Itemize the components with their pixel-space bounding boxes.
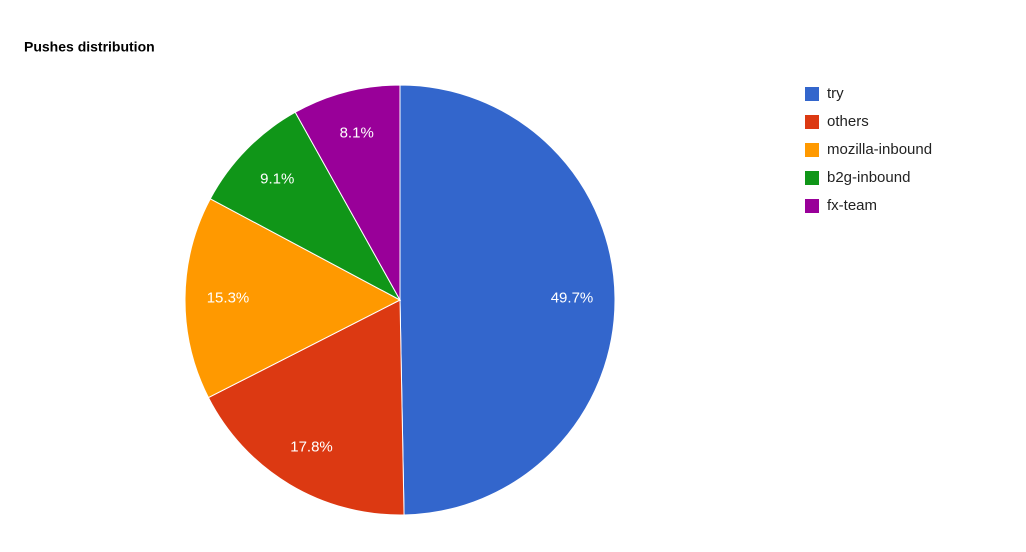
slice-label: 49.7% — [551, 289, 594, 306]
pie-slice — [184, 198, 402, 399]
legend-swatch — [805, 171, 819, 185]
slice-label: 17.8% — [290, 438, 333, 455]
chart-title: Pushes distribution — [24, 39, 155, 55]
legend-swatch — [805, 143, 819, 157]
pie-slice — [209, 111, 402, 302]
legend-label: try — [827, 85, 844, 102]
legend-label: mozilla-inbound — [827, 141, 932, 158]
slice-label: 8.1% — [340, 125, 374, 142]
slice-label: 15.3% — [207, 289, 250, 306]
pie-slice — [294, 84, 401, 302]
legend-swatch — [805, 87, 819, 101]
legend-label: fx-team — [827, 197, 877, 214]
legend-swatch — [805, 115, 819, 129]
legend-label: b2g-inbound — [827, 169, 910, 186]
legend-swatch — [805, 199, 819, 213]
legend-label: others — [827, 113, 869, 130]
pie-slice — [207, 299, 405, 516]
slice-label: 9.1% — [260, 170, 294, 187]
pie-slice — [399, 84, 616, 516]
